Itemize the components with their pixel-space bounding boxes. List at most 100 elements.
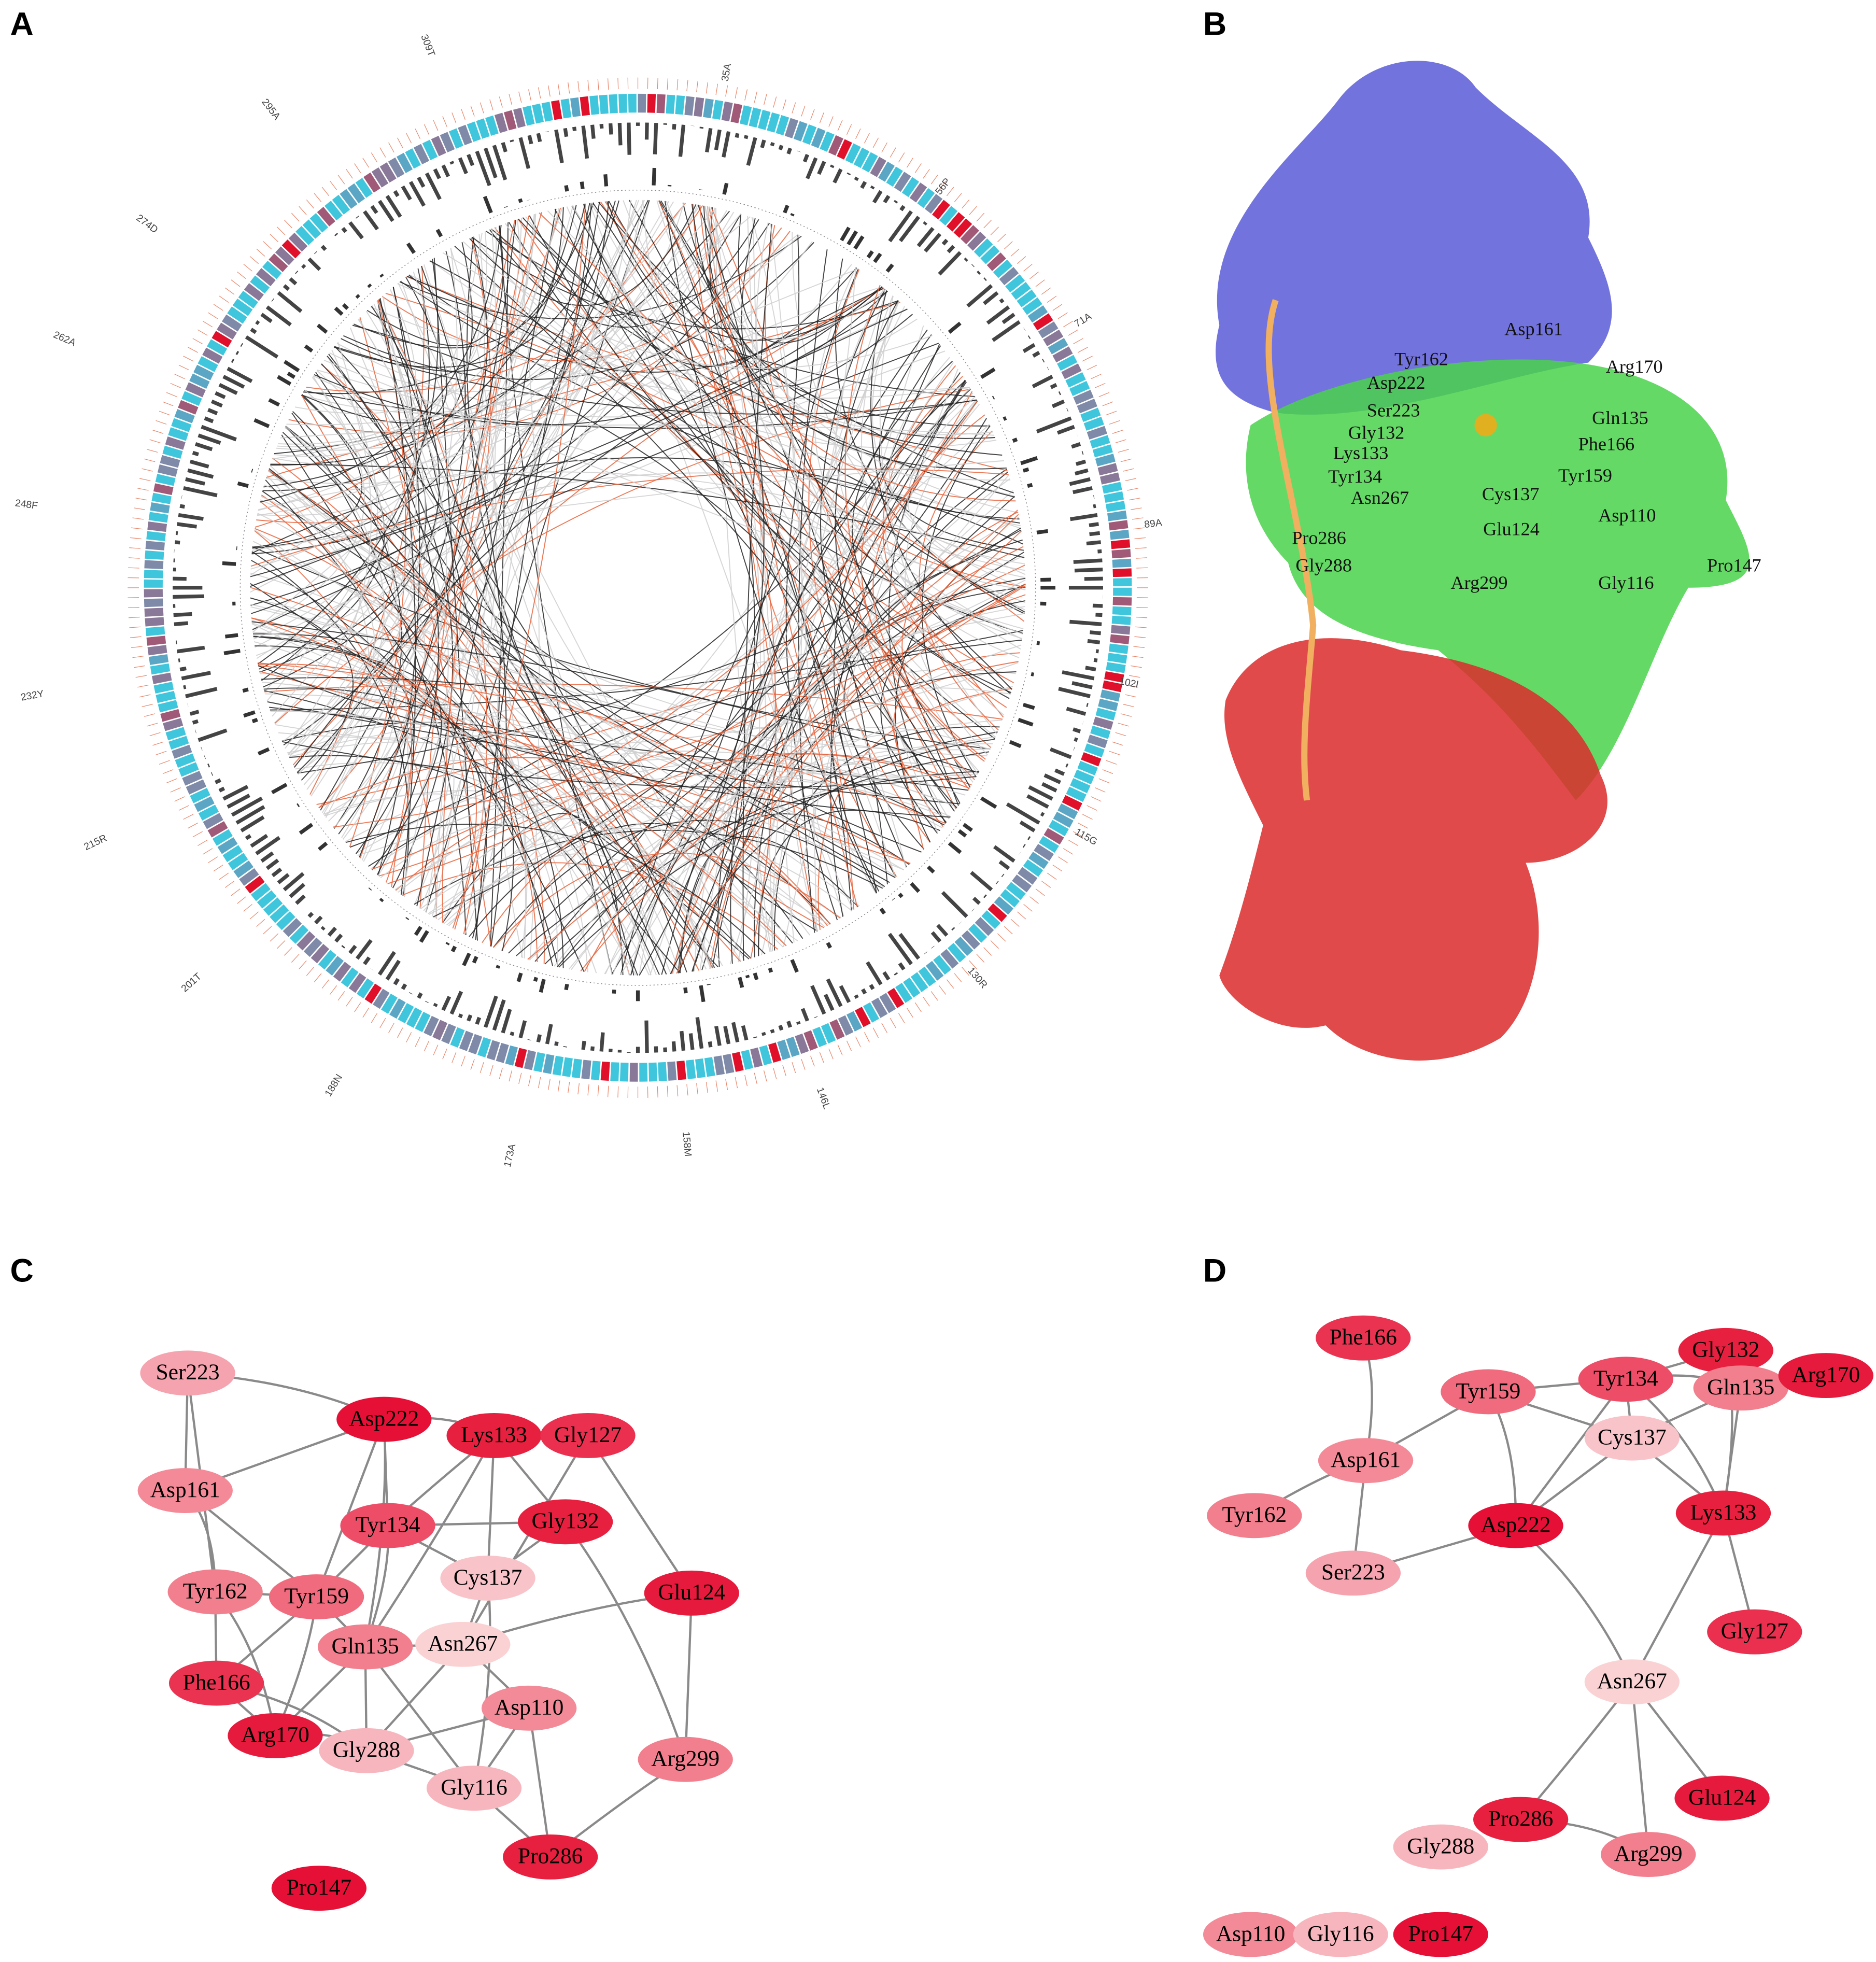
score-bar: [1054, 768, 1065, 776]
score-bar: [179, 504, 185, 509]
residue-block: [326, 956, 344, 976]
link: [442, 212, 542, 923]
score-bar: [1002, 313, 1015, 324]
inner-bar: [223, 648, 241, 655]
residue-block: [162, 445, 183, 459]
residue-block: [974, 238, 993, 258]
node: [317, 1624, 413, 1670]
residue-block: [1098, 698, 1119, 711]
tick: [930, 991, 938, 1001]
inner-bar: [580, 181, 585, 189]
tick: [1041, 287, 1051, 295]
tick: [243, 263, 252, 272]
residue-block: [355, 178, 373, 198]
tick: [243, 904, 252, 912]
residue-block: [786, 1036, 800, 1057]
tick: [379, 1018, 386, 1028]
score-bar: [265, 305, 292, 327]
score-bar: [581, 1040, 586, 1050]
score-bar: [1022, 844, 1026, 848]
residue-block: [1034, 844, 1054, 861]
residue-block: [244, 283, 264, 301]
residue-label: Tyr162: [1394, 348, 1448, 369]
link: [606, 201, 888, 341]
link: [349, 372, 961, 848]
link: [269, 468, 896, 878]
link: [691, 380, 966, 972]
score-bar: [185, 477, 205, 486]
tick: [284, 219, 292, 229]
residue-block: [793, 121, 808, 142]
score-bar: [518, 137, 530, 169]
tick: [162, 401, 174, 406]
link: [252, 216, 751, 633]
tick: [183, 814, 194, 820]
link: [289, 741, 680, 973]
link: [584, 546, 1024, 972]
tick: [433, 120, 439, 131]
score-bar: [198, 433, 221, 445]
residue-block: [144, 570, 163, 578]
residue-block: [165, 727, 186, 741]
score-bar: [572, 126, 577, 132]
score-bar: [810, 985, 826, 1015]
link: [798, 249, 828, 933]
residue-block: [150, 663, 171, 675]
tick: [314, 973, 322, 983]
score-bar: [966, 284, 993, 308]
residue-block: [297, 931, 316, 951]
residue-block: [1048, 820, 1069, 837]
residue-block: [837, 139, 852, 160]
score-bar: [800, 1008, 809, 1022]
tick: [557, 83, 560, 95]
link: [259, 224, 502, 503]
residue-block: [227, 306, 247, 324]
link: [253, 633, 442, 870]
residue-block: [750, 1047, 763, 1068]
score-bar: [467, 153, 475, 166]
score-bar: [1071, 442, 1081, 449]
inner-bar: [879, 907, 886, 915]
residue-block: [1062, 795, 1082, 811]
inner-bar: [722, 182, 729, 195]
residue-block: [207, 821, 228, 838]
link: [251, 214, 742, 614]
tick: [362, 158, 370, 168]
node: [137, 1468, 233, 1513]
residue-block: [185, 382, 206, 398]
residue-block: [600, 1061, 610, 1081]
score-bar: [192, 450, 199, 457]
residue-block: [217, 322, 237, 340]
residue-block: [1000, 889, 1020, 908]
inner-bar: [299, 823, 314, 835]
residue-block: [145, 541, 165, 551]
residue-block: [1112, 606, 1132, 616]
link: [771, 301, 900, 952]
residue-block: [239, 868, 259, 886]
residue-block: [468, 1034, 483, 1055]
link: [413, 271, 652, 976]
score-bar: [992, 320, 1021, 342]
residue-block: [1039, 836, 1059, 853]
score-bar: [930, 931, 942, 943]
link: [571, 205, 907, 868]
link: [747, 216, 795, 943]
residue-label: Ser223: [1367, 400, 1420, 420]
score-bar: [854, 994, 859, 999]
inner-bar: [342, 303, 349, 310]
tick: [597, 1085, 599, 1097]
residue-block: [440, 132, 455, 152]
inner-bar: [406, 242, 416, 254]
tick: [930, 175, 938, 185]
tick: [499, 96, 503, 108]
residue-block: [325, 201, 343, 221]
residue-block: [147, 521, 167, 532]
score-bar: [189, 459, 209, 469]
node-label: Glu124: [658, 1580, 726, 1605]
link: [258, 471, 1026, 575]
residue-block: [276, 911, 295, 930]
residue-block: [981, 910, 1001, 929]
inner-bar: [445, 942, 450, 945]
tick: [1109, 420, 1120, 425]
residue-block: [1105, 501, 1126, 512]
